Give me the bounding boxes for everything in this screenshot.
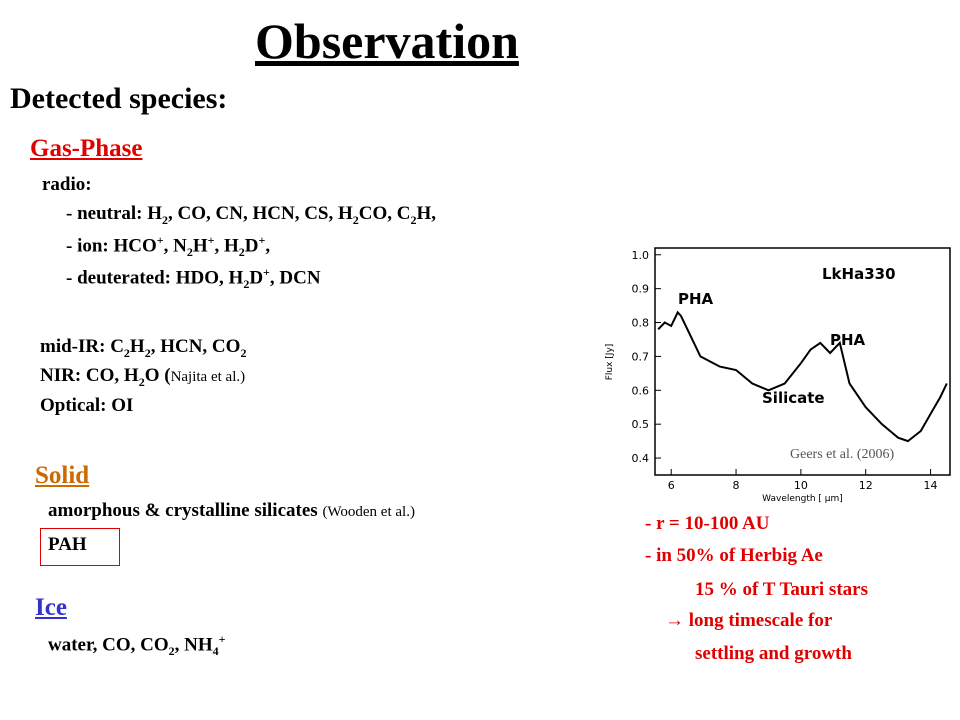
text-run: mid-IR: C xyxy=(40,336,124,357)
text-run: NIR: CO, H xyxy=(40,365,139,386)
subscript: 2 xyxy=(162,212,169,227)
note: settling and growth xyxy=(695,643,852,664)
text-run: D xyxy=(244,235,259,257)
text-run: water, CO, CO xyxy=(48,634,169,656)
text-run: , H xyxy=(214,235,239,257)
plot-frame xyxy=(654,247,951,476)
text-run: Optical: OI xyxy=(40,395,134,416)
subscript: 4 xyxy=(212,644,219,659)
subscript: 2 xyxy=(243,277,250,292)
text-line: - deuterated: HDO, H2D+, DCN xyxy=(66,265,321,292)
x-tick-label: 10 xyxy=(794,479,808,492)
text-run: , CO, CN, HCN, CS, H xyxy=(168,203,353,224)
note: - in 50% of Herbig Ae xyxy=(645,545,823,566)
credit: Geers et al. (2006) xyxy=(790,447,895,462)
text-run: - deuterated: HDO, H xyxy=(66,267,244,289)
y-tick-label: 0.5 xyxy=(632,418,650,431)
subscript: 2 xyxy=(123,345,130,360)
text-line: NIR: CO, H2O (Najita et al.) xyxy=(40,365,245,390)
plot-annotation: LkHa330 xyxy=(822,265,896,283)
text-line: Optical: OI xyxy=(40,395,133,417)
superscript: + xyxy=(263,265,270,279)
note: - r = 10-100 AU xyxy=(645,513,770,534)
text-run: amorphous & crystalline silicates xyxy=(48,500,323,521)
text-run: H xyxy=(192,235,208,257)
x-tick-label: 6 xyxy=(668,479,675,492)
text-run: , NH xyxy=(174,634,213,656)
text-line: radio: xyxy=(42,174,92,196)
subscript: 2 xyxy=(168,644,175,659)
y-tick-label: 1.0 xyxy=(632,249,650,262)
subscript: 2 xyxy=(144,345,151,360)
text-run: - ion: HCO xyxy=(66,235,157,257)
x-tick-label: 12 xyxy=(859,479,873,492)
spectrum-line xyxy=(657,310,948,443)
note: → long timescale for xyxy=(665,610,833,631)
plot-annotation: Silicate xyxy=(762,389,825,407)
text-line: - ion: HCO+, N2H+, H2D+, xyxy=(66,233,270,260)
subtitle: Detected species: xyxy=(10,82,228,115)
superscript: + xyxy=(218,632,226,646)
citation: (Wooden et al.) xyxy=(322,504,415,520)
text-run: CO, C xyxy=(358,203,411,224)
y-axis-label: Flux [Jy] xyxy=(605,344,615,381)
y-tick-label: 0.4 xyxy=(632,452,650,465)
text-run: , xyxy=(265,235,271,257)
text-run: H, xyxy=(416,203,437,224)
superscript: + xyxy=(207,233,215,247)
subscript: 2 xyxy=(352,212,359,227)
note: 15 % of T Tauri stars xyxy=(695,579,868,600)
subscript: 2 xyxy=(238,245,245,260)
subscript: 2 xyxy=(240,345,247,360)
highlight-box xyxy=(40,528,120,566)
title: Observation xyxy=(255,13,519,69)
superscript: + xyxy=(156,233,164,247)
text-run: H xyxy=(129,336,145,357)
plot-annotation: PHA xyxy=(830,331,866,349)
text-run: radio: xyxy=(42,174,92,195)
text-line: - neutral: H2, CO, CN, HCN, CS, H2CO, C2… xyxy=(66,203,436,228)
subscript: 2 xyxy=(186,245,193,260)
text-run: O ( xyxy=(144,365,171,386)
y-tick-label: 0.6 xyxy=(632,384,650,397)
superscript: + xyxy=(258,233,266,247)
y-tick-label: 0.9 xyxy=(632,283,650,296)
text-run: - neutral: H xyxy=(66,203,163,224)
x-axis-label: Wavelength [ μm] xyxy=(762,494,843,504)
text-line: water, CO, CO2, NH4+ xyxy=(48,632,226,659)
text-run: PAH xyxy=(48,534,87,555)
x-tick-label: 14 xyxy=(924,479,938,492)
section-heading: Gas-Phase xyxy=(30,135,143,162)
y-tick-label: 0.8 xyxy=(632,317,650,330)
citation: Najita et al.) xyxy=(170,369,246,385)
subscript: 2 xyxy=(410,212,417,227)
plot-annotation: PHA xyxy=(678,290,714,308)
x-tick-label: 8 xyxy=(733,479,740,492)
text-line: amorphous & crystalline silicates (Woode… xyxy=(48,500,415,522)
text-run: , N xyxy=(163,235,187,257)
text-run: D xyxy=(249,267,264,289)
section-heading: Solid xyxy=(35,462,90,489)
y-tick-label: 0.7 xyxy=(632,350,650,363)
text-line: mid-IR: C2H2, HCN, CO2 xyxy=(40,336,246,361)
section-heading: Ice xyxy=(35,594,67,621)
text-line: PAH xyxy=(48,534,87,556)
text-run: , DCN xyxy=(269,267,321,289)
text-run: , HCN, CO xyxy=(150,336,241,357)
subscript: 2 xyxy=(138,374,145,389)
